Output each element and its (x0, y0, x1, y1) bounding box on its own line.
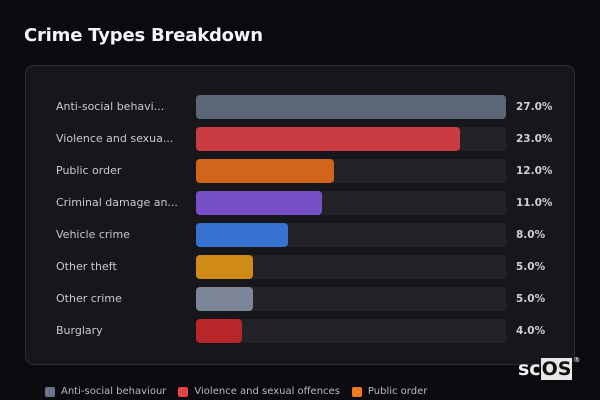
bar-row: Vehicle crime 8.0% (26, 223, 574, 247)
bar-value: 4.0% (516, 325, 546, 337)
legend-item[interactable]: Anti-social behaviour (45, 386, 166, 397)
bar-fill[interactable] (196, 287, 254, 311)
bar-label: Violence and sexua... (56, 132, 174, 145)
bar-fill[interactable] (196, 223, 288, 247)
bar-track (196, 159, 506, 183)
bar-value: 8.0% (516, 229, 546, 241)
logo-highlight: OS (540, 358, 573, 380)
page-title: Crime Types Breakdown (24, 25, 263, 46)
bar-value: 5.0% (516, 293, 546, 305)
bar-fill[interactable] (196, 191, 323, 215)
bar-value: 12.0% (516, 165, 553, 177)
bar-track (196, 191, 506, 215)
bar-fill[interactable] (196, 127, 461, 151)
bar-row: Anti-social behavi... 27.0% (26, 95, 574, 119)
bar-value: 11.0% (516, 197, 553, 209)
bar-track (196, 319, 506, 343)
bar-row: Violence and sexua... 23.0% (26, 127, 574, 151)
legend-swatch-icon (351, 386, 362, 397)
legend-label: Public order (367, 386, 428, 397)
logo-prefix: sc (518, 358, 541, 380)
watermark-logo: scOS ® (518, 356, 580, 380)
bar-value: 23.0% (516, 133, 553, 145)
bar-label: Other crime (56, 292, 122, 305)
bar-value: 27.0% (516, 101, 553, 113)
bar-row: Other crime 5.0% (26, 287, 574, 311)
bar-row: Other theft 5.0% (26, 255, 574, 279)
bar-track (196, 287, 506, 311)
registered-mark: ® (573, 356, 581, 364)
bar-fill[interactable] (196, 159, 334, 183)
bar-label: Public order (56, 164, 122, 177)
bar-label: Burglary (56, 324, 103, 337)
legend-swatch-icon (178, 386, 189, 397)
bar-fill[interactable] (196, 319, 242, 343)
bar-value: 5.0% (516, 261, 546, 273)
chart-card: Anti-social behavi... 27.0% Violence and s… (25, 65, 575, 365)
legend-item[interactable]: Public order (351, 386, 428, 397)
bar-row: Burglary 4.0% (26, 319, 574, 343)
bar-fill[interactable] (196, 255, 254, 279)
bar-row: Public order 12.0% (26, 159, 574, 183)
bar-label: Vehicle crime (56, 228, 130, 241)
legend-label: Anti-social behaviour (61, 386, 167, 397)
bar-track (196, 255, 506, 279)
bar-track (196, 127, 506, 151)
bar-track (196, 95, 506, 119)
bar-row: Criminal damage an... 11.0% (26, 191, 574, 215)
bar-track (196, 223, 506, 247)
legend-swatch-icon (45, 386, 55, 397)
legend-item[interactable]: Violence and sexual offences (178, 386, 340, 397)
bar-label: Other theft (56, 260, 117, 273)
bar-label: Anti-social behavi... (56, 100, 165, 113)
bar-label: Criminal damage an... (56, 196, 178, 209)
chart-legend: Anti-social behaviour Violence and sexual… (45, 386, 427, 397)
legend-label: Violence and sexual offences (194, 386, 340, 397)
bar-fill[interactable] (196, 95, 506, 119)
